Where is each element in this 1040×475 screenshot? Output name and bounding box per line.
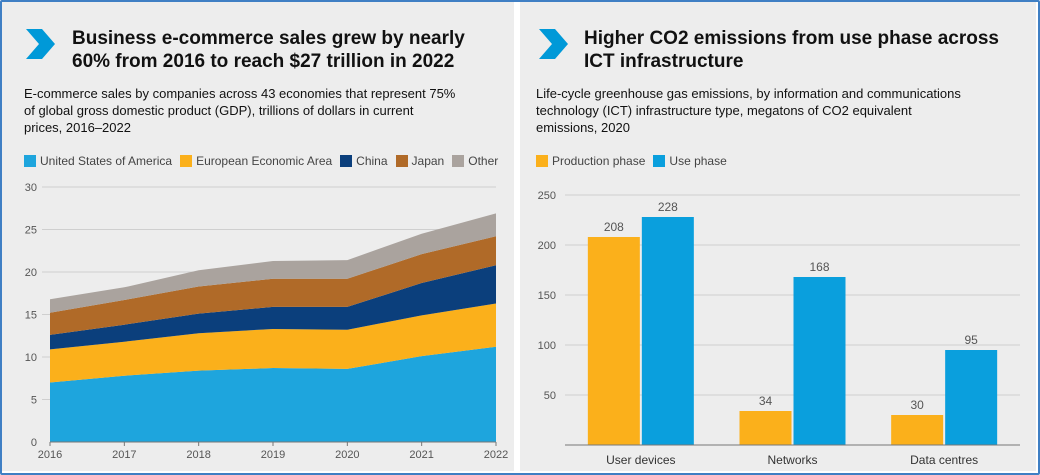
x-tick-label: User devices [606,453,675,467]
data-label: 228 [658,200,678,214]
legend-swatch [340,155,353,167]
area-series [50,213,496,313]
legend-swatch [653,155,666,167]
x-tick-label: 2016 [38,449,62,461]
chart-title-line: ICT infrastructure [584,51,744,72]
legend-label: Production phase [552,154,646,168]
bar [891,415,944,445]
data-label: 168 [809,260,829,274]
bar [945,350,998,445]
y-tick-label: 100 [538,340,556,352]
legend-label: Japan [411,154,445,168]
legend-item: United States of America [24,154,172,168]
x-tick-label: 2022 [484,449,508,461]
chart-subtitle-line: of global gross domestic product (GDP), … [24,103,414,118]
bar [739,411,792,445]
y-tick-label: 5 [31,395,37,407]
legend-item: China [340,154,388,168]
x-tick-label: 2019 [261,449,285,461]
emissions-panel: Higher CO2 emissions from use phase acro… [520,2,1036,471]
chart-subtitle: E-commerce sales by companies across 43 … [24,85,455,136]
chart-subtitle-line: Life-cycle greenhouse gas emissions, by … [536,86,961,101]
chart-subtitle-line: emissions, 2020 [536,120,630,135]
data-label: 95 [964,333,978,347]
legend-swatch [24,155,36,167]
data-label: 34 [759,394,773,408]
chevron-right-icon [539,29,568,59]
bar [587,237,640,445]
legend-label: China [356,154,388,168]
legend-item: Production phase [536,154,645,168]
ecommerce-panel: Business e-commerce sales grew by nearly… [2,2,514,471]
chevron-right-icon [26,29,55,59]
legend-swatch [180,155,193,167]
chart-subtitle-line: technology (ICT) infrastructure type, me… [536,103,912,118]
chart-title: Business e-commerce sales grew by nearly… [72,27,465,73]
area-series [50,303,496,383]
legend-item: Use phase [653,154,727,168]
y-tick-label: 200 [538,240,556,252]
y-tick-label: 20 [25,267,37,279]
legend-swatch [395,155,408,167]
chart-title: Higher CO2 emissions from use phase acro… [584,27,999,73]
legend-label: Use phase [669,154,727,168]
area-chart: 0 5 10 15 20 25 30 2016 2017 2018 2019 2020 2021 2022 [25,182,508,461]
bar [793,277,846,445]
bar [641,217,694,445]
y-tick-label: 150 [538,290,556,302]
area-series [50,236,496,335]
legend-label: European Economic Area [196,154,333,168]
x-tick-label: Data centres [910,453,978,467]
legend-swatch [536,155,548,167]
chart-title-line: 60% from 2016 to reach $27 trillion in 2… [72,51,455,72]
data-label: 30 [910,398,924,412]
x-tick-label: 2018 [186,449,210,461]
y-tick-label: 15 [25,310,37,322]
y-tick-label: 10 [25,352,37,364]
data-label: 208 [604,220,624,234]
area-series [50,346,496,442]
x-tick-label: 2020 [335,449,359,461]
chart-subtitle: Life-cycle greenhouse gas emissions, by … [536,85,961,136]
legend-item: European Economic Area [180,154,332,168]
chart-title-line: Higher CO2 emissions from use phase acro… [584,28,999,49]
legend-label: United States of America [40,154,173,168]
y-tick-label: 50 [544,390,556,402]
chart-subtitle-line: E-commerce sales by companies across 43 … [24,86,456,101]
legend-item: Japan [395,154,445,168]
y-tick-label: 250 [538,190,556,202]
y-tick-label: 25 [25,225,37,237]
legend-swatch [452,155,465,167]
chart-title-line: Business e-commerce sales grew by nearly [72,28,465,49]
chart-subtitle-line: prices, 2016–2022 [24,120,131,135]
chart-legend: United States of America European Economi… [24,154,506,168]
legend-item: Other [452,154,498,168]
legend-label: Other [468,154,499,168]
x-tick-label: 2017 [112,449,136,461]
x-tick-label: 2021 [409,449,433,461]
area-series [50,265,496,350]
y-tick-label: 0 [31,437,37,449]
chart-legend: Production phase Use phase [536,154,735,168]
x-tick-label: Networks [767,453,817,467]
bar-chart: 50 100 150 200 250 208 228 User devices 34 168 Net… [538,190,1020,467]
y-tick-label: 30 [25,182,37,194]
